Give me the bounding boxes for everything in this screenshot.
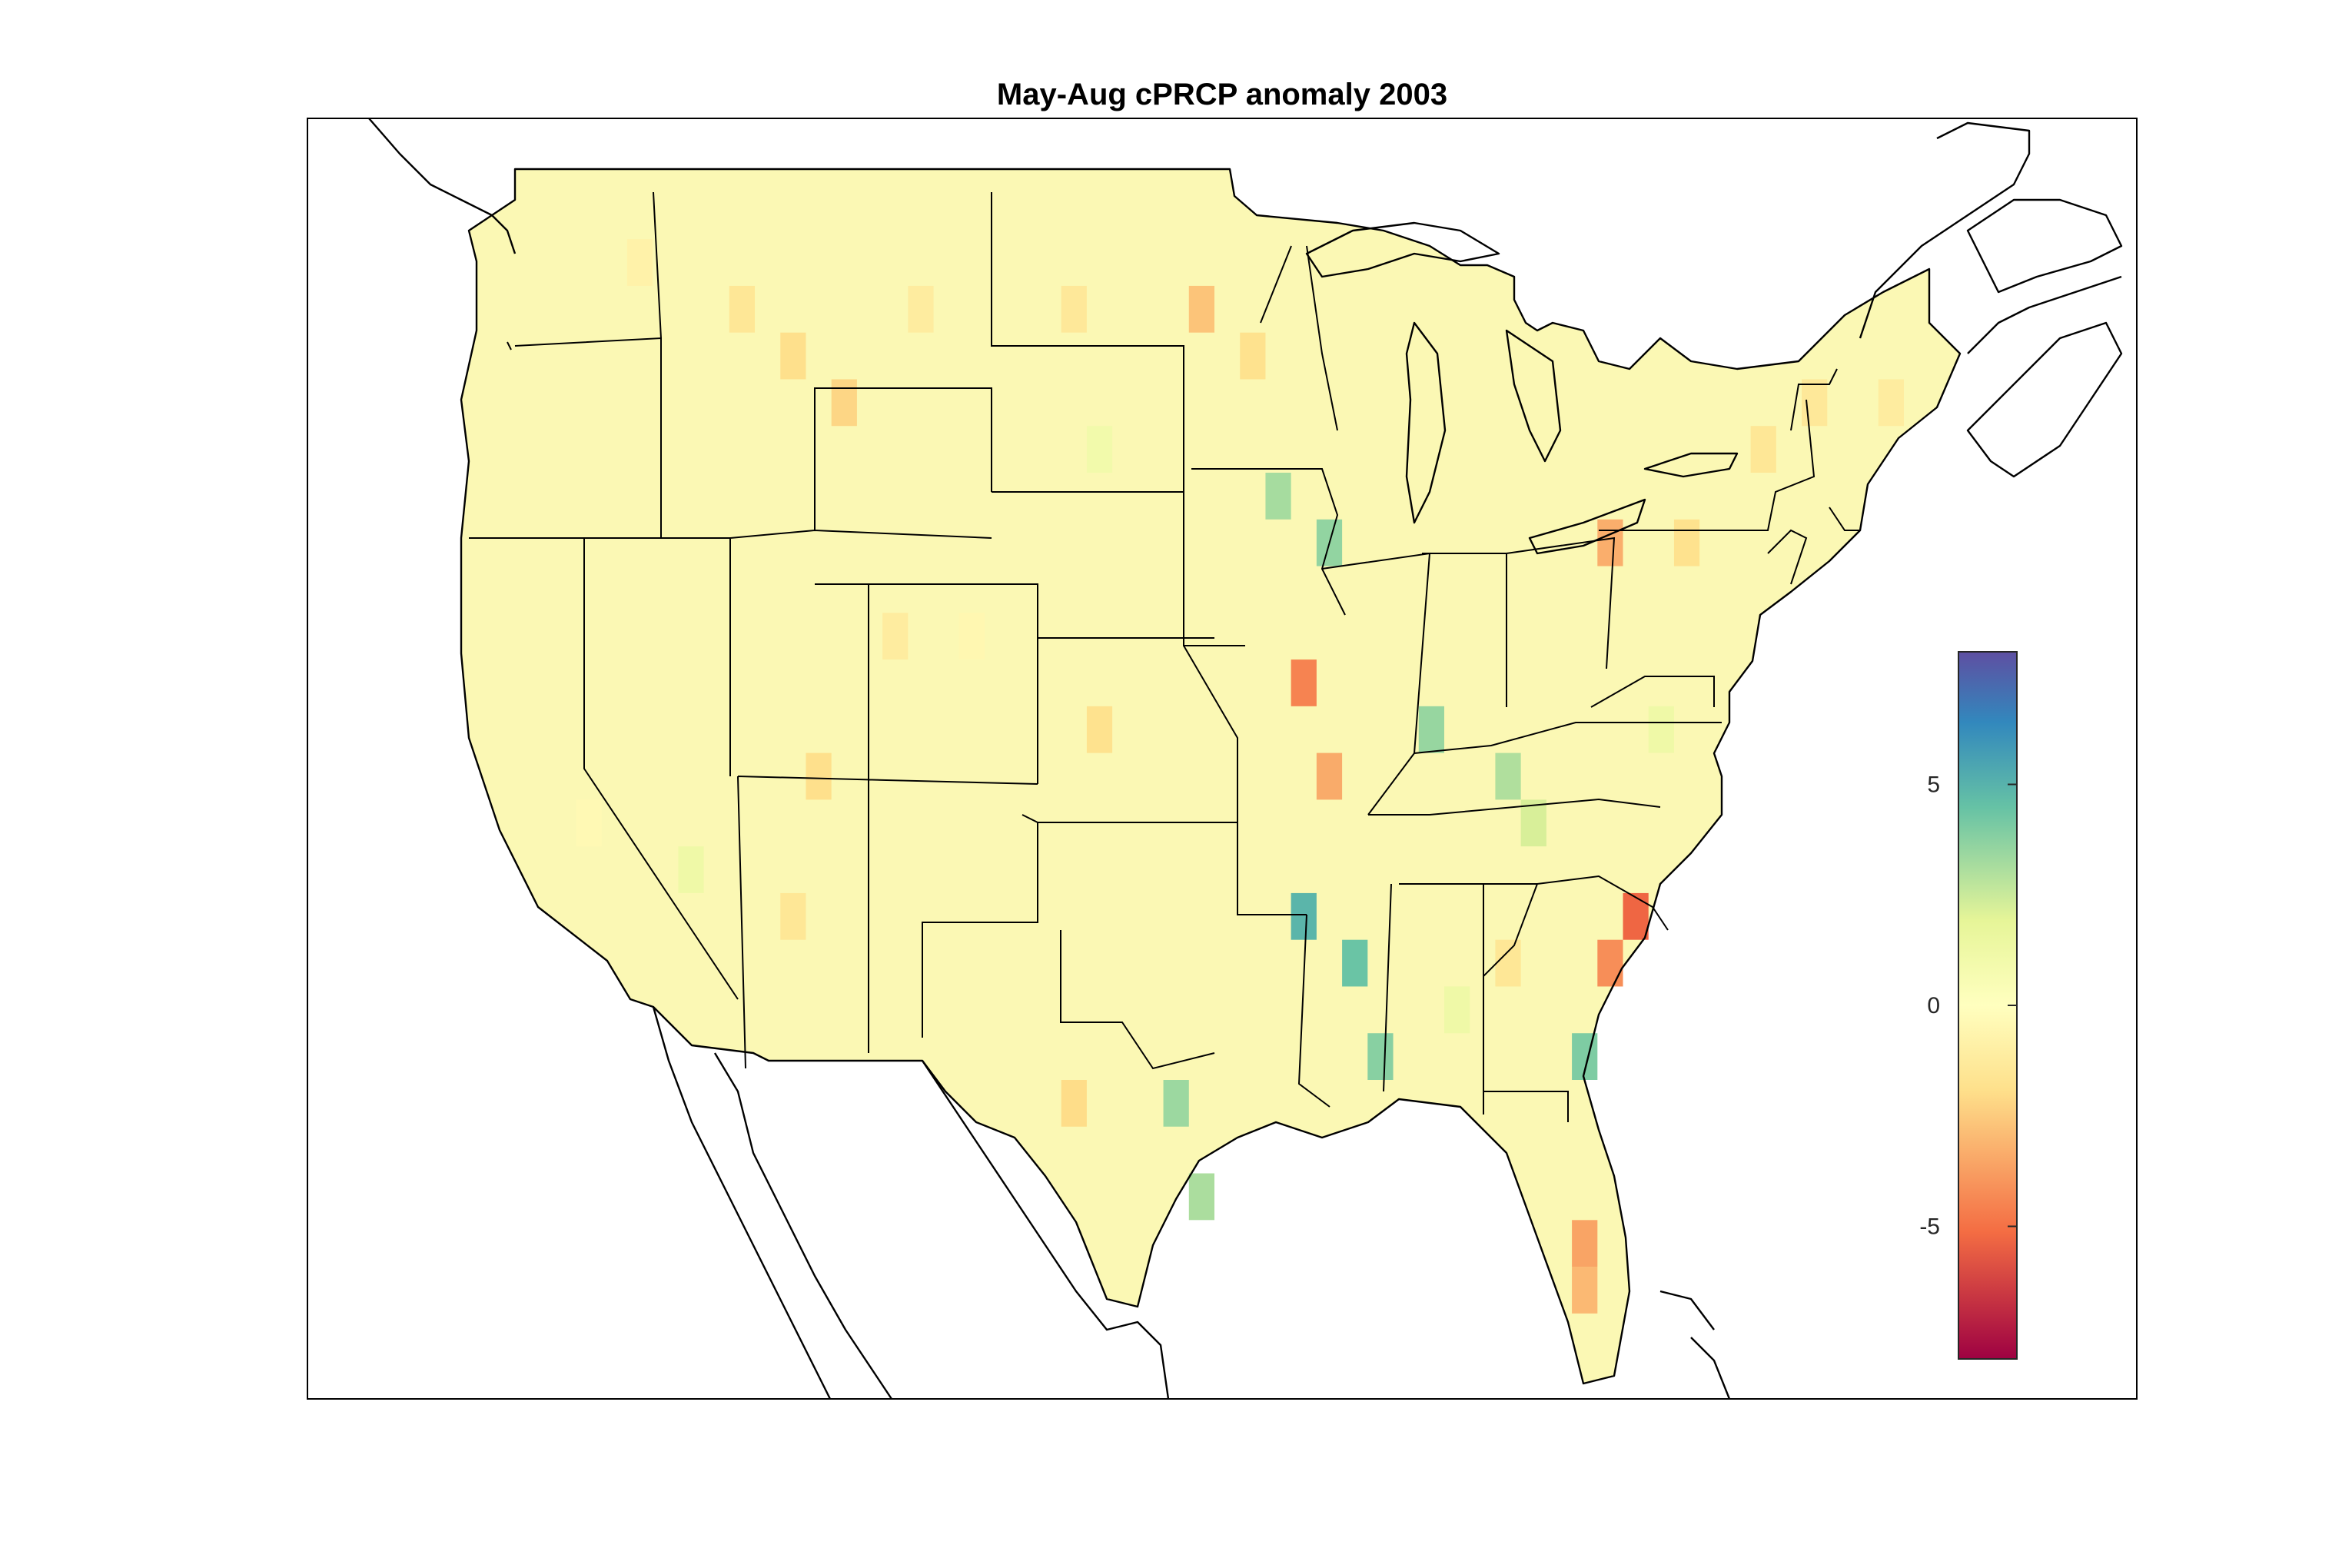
anomaly-cell: [678, 846, 704, 893]
anomaly-cell: [1061, 285, 1087, 333]
anomaly-cells: [576, 239, 1904, 1314]
canada-coastline: [368, 118, 2123, 1399]
anomaly-cell: [1240, 332, 1266, 380]
colorbar-tick-label-0: 0: [1927, 993, 1940, 1018]
anomaly-cell: [1367, 1033, 1394, 1080]
colorbar-tick-label-5: 5: [1927, 772, 1940, 798]
anomaly-cell: [1648, 706, 1674, 753]
anomaly-cell: [1061, 1080, 1087, 1127]
lake-erie: [1528, 498, 1646, 555]
figure-title: May-Aug cPRCP anomaly 2003: [997, 78, 1447, 111]
anomaly-cell: [576, 799, 602, 847]
anomaly-cell: [1188, 1173, 1214, 1221]
conus-base-fill: [461, 169, 1960, 1384]
anomaly-cell: [780, 892, 806, 940]
anomaly-cell: [1495, 939, 1521, 987]
anomaly-cell: [958, 613, 985, 660]
anomaly-cell: [1163, 1080, 1189, 1127]
anomaly-cell: [831, 379, 857, 427]
mexico-coastline: [652, 1006, 1170, 1399]
anomaly-cell: [1750, 426, 1776, 473]
anomaly-cell: [1802, 379, 1828, 427]
lake-ontario: [1643, 452, 1739, 478]
anomaly-cell: [1086, 426, 1113, 473]
lake-huron: [1505, 329, 1562, 463]
lake-superior: [1305, 221, 1500, 278]
anomaly-cell: [626, 239, 653, 286]
anomaly-cell: [1265, 473, 1291, 520]
colorbar: 5 0 -5: [1919, 651, 2018, 1360]
anomaly-cell: [1597, 939, 1623, 987]
lake-michigan: [1405, 321, 1447, 524]
anomaly-cell: [908, 285, 934, 333]
anomaly-cell: [780, 332, 806, 380]
anomaly-cell: [1673, 519, 1700, 566]
anomaly-cell: [1572, 1220, 1598, 1267]
state-boundary: [469, 191, 1860, 1122]
map-axes: [307, 118, 2138, 1400]
anomaly-cell: [806, 752, 832, 800]
anomaly-cell: [1188, 285, 1214, 333]
anomaly-cell: [1443, 986, 1470, 1034]
anomaly-cell: [729, 285, 756, 333]
anomaly-cell: [1572, 1267, 1598, 1314]
anomaly-cell: [1316, 752, 1343, 800]
anomaly-cell: [1418, 706, 1444, 753]
colorbar-tick-label-minus5: -5: [1919, 1214, 1940, 1240]
anomaly-cell: [1495, 752, 1521, 800]
state-boundaries: [469, 191, 1860, 1122]
anomaly-cell: [882, 613, 909, 660]
colorbar-ticks: 5 0 -5: [1919, 772, 2017, 1240]
map-frame: [307, 118, 2138, 1400]
anomaly-cell: [1086, 706, 1113, 753]
anomaly-cell: [1291, 892, 1317, 940]
great-lakes: [1305, 221, 1739, 555]
anomaly-cell: [1291, 659, 1317, 706]
anomaly-cell: [1597, 519, 1623, 566]
anomaly-cell: [1520, 799, 1546, 847]
anomaly-cell: [1878, 379, 1904, 427]
anomaly-cell: [1623, 892, 1649, 940]
anomaly-cell: [1342, 939, 1368, 987]
map-plot-area: [368, 118, 2123, 1399]
